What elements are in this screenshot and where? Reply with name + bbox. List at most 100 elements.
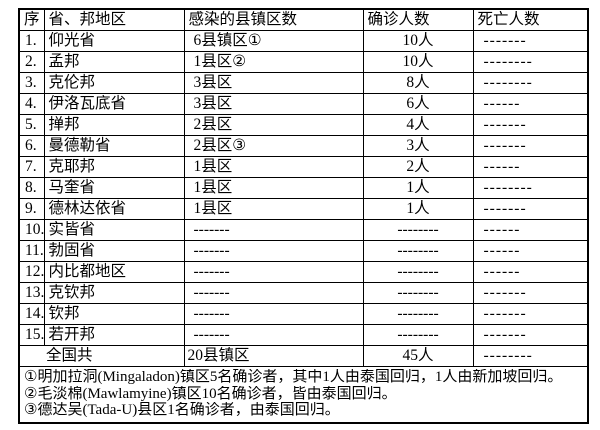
region-cell: 马奎省	[43, 177, 185, 199]
table-row: 4. 伊洛瓦底省 3县区 6人 ------	[18, 93, 589, 115]
header-confirmed: 确诊人数	[362, 8, 474, 31]
region-cell: 克钦邦	[43, 282, 185, 304]
serial-cell: 5.	[18, 114, 45, 136]
table-row: 13. 克钦邦 ------- -------- -------	[18, 282, 589, 304]
townships-cell: -------	[183, 282, 364, 304]
serial-cell: 15.	[18, 324, 45, 346]
footnote-2: ②毛淡棉(Mawlamyine)镇区10名确诊者，皆由泰国回归。	[24, 385, 397, 402]
serial-cell: 4.	[18, 93, 45, 115]
footnote-1: ①明加拉洞(Mingaladon)镇区5名确诊者，其中1人由泰国回归，1人由新加…	[24, 369, 563, 385]
deaths-cell: --------	[472, 51, 589, 73]
deaths-cell: --------	[472, 177, 589, 199]
table-row: 8. 马奎省 1县区 1人 --------	[18, 177, 589, 199]
header-deaths: 死亡人数	[472, 8, 589, 31]
deaths-cell: -------	[472, 303, 589, 325]
footnotes-row: ①明加拉洞(Mingaladon)镇区5名确诊者，其中1人由泰国回归，1人由新加…	[18, 366, 589, 423]
deaths-cell: ------	[472, 156, 589, 178]
region-cell: 克耶邦	[43, 156, 185, 178]
confirmed-cell: 6人	[362, 93, 474, 115]
townships-cell: -------	[183, 303, 364, 325]
deaths-cell: -------	[472, 135, 589, 157]
header-townships: 感染的县镇区数	[183, 8, 364, 31]
serial-cell: 7.	[18, 156, 45, 178]
townships-cell: 3县区	[183, 72, 364, 94]
header-serial: 序	[18, 8, 45, 31]
case-report-table: 序 省、邦地区 感染的县镇区数 确诊人数 死亡人数 1. 仰光省 6县镇区① 10人 -…	[18, 8, 589, 424]
townships-cell: 2县区	[183, 114, 364, 136]
townships-cell: 6县镇区①	[183, 30, 364, 52]
table-row: 6. 曼德勒省 2县区③ 3人 -------	[18, 135, 589, 157]
region-cell: 若开邦	[43, 324, 185, 346]
table-row: 10. 实皆省 ------- -------- ------	[18, 219, 589, 241]
confirmed-cell: --------	[362, 303, 474, 325]
townships-cell: -------	[183, 324, 364, 346]
total-label-cell: 全国共	[18, 345, 185, 367]
region-cell: 曼德勒省	[43, 135, 185, 157]
region-cell: 内比都地区	[43, 261, 185, 283]
serial-cell: 1.	[18, 30, 45, 52]
total-row: 全国共 20县镇区 45人 --------	[18, 345, 589, 367]
deaths-cell: ------	[472, 93, 589, 115]
region-cell: 钦邦	[43, 303, 185, 325]
confirmed-cell: --------	[362, 219, 474, 241]
deaths-cell: ------	[472, 261, 589, 283]
confirmed-cell: --------	[362, 324, 474, 346]
deaths-cell: --------	[472, 72, 589, 94]
confirmed-cell: 4人	[362, 114, 474, 136]
deaths-cell: -------	[472, 282, 589, 304]
region-cell: 克伦邦	[43, 72, 185, 94]
townships-cell: 1县区②	[183, 51, 364, 73]
table-row: 14. 钦邦 ------- -------- -------	[18, 303, 589, 325]
confirmed-cell: 3人	[362, 135, 474, 157]
table-row: 12. 内比都地区 ------- -------- ------	[18, 261, 589, 283]
footnote-3: ③德达吴(Tada-U)县区1名确诊者，由泰国回归。	[24, 402, 340, 418]
confirmed-cell: 8人	[362, 72, 474, 94]
confirmed-cell: 2人	[362, 156, 474, 178]
serial-cell: 10.	[18, 219, 45, 241]
townships-cell: -------	[183, 240, 364, 262]
total-confirmed-cell: 45人	[362, 345, 474, 367]
confirmed-cell: 1人	[362, 177, 474, 199]
confirmed-cell: 10人	[362, 30, 474, 52]
deaths-cell: ------	[472, 240, 589, 262]
townships-cell: 1县区	[183, 198, 364, 220]
region-cell: 掸邦	[43, 114, 185, 136]
serial-cell: 9.	[18, 198, 45, 220]
region-cell: 勃固省	[43, 240, 185, 262]
townships-cell: 3县区	[183, 93, 364, 115]
serial-cell: 12.	[18, 261, 45, 283]
serial-cell: 2.	[18, 51, 45, 73]
serial-cell: 13.	[18, 282, 45, 304]
region-cell: 孟邦	[43, 51, 185, 73]
table-row: 9. 德林达依省 1县区 1人 -------	[18, 198, 589, 220]
serial-cell: 6.	[18, 135, 45, 157]
serial-cell: 3.	[18, 72, 45, 94]
confirmed-cell: --------	[362, 282, 474, 304]
total-townships-cell: 20县镇区	[183, 345, 364, 367]
deaths-cell: -------	[472, 114, 589, 136]
serial-cell: 14.	[18, 303, 45, 325]
region-cell: 伊洛瓦底省	[43, 93, 185, 115]
townships-cell: 2县区③	[183, 135, 364, 157]
deaths-cell: -------	[472, 324, 589, 346]
townships-cell: -------	[183, 219, 364, 241]
serial-cell: 8.	[18, 177, 45, 199]
table-header-row: 序 省、邦地区 感染的县镇区数 确诊人数 死亡人数	[18, 8, 589, 31]
table-footer: 全国共 20县镇区 45人 -------- ①明加拉洞(Mingaladon)…	[18, 345, 589, 423]
region-cell: 仰光省	[43, 30, 185, 52]
confirmed-cell: 1人	[362, 198, 474, 220]
region-cell: 德林达依省	[43, 198, 185, 220]
table-row: 7. 克耶邦 1县区 2人 ------	[18, 156, 589, 178]
confirmed-cell: 10人	[362, 51, 474, 73]
footnotes-cell: ①明加拉洞(Mingaladon)镇区5名确诊者，其中1人由泰国回归，1人由新加…	[18, 366, 589, 423]
confirmed-cell: --------	[362, 240, 474, 262]
townships-cell: 1县区	[183, 177, 364, 199]
townships-cell: 1县区	[183, 156, 364, 178]
deaths-cell: -------	[472, 198, 589, 220]
header-region: 省、邦地区	[43, 8, 185, 31]
confirmed-cell: --------	[362, 261, 474, 283]
region-cell: 实皆省	[43, 219, 185, 241]
table-row: 3. 克伦邦 3县区 8人 --------	[18, 72, 589, 94]
table-row: 1. 仰光省 6县镇区① 10人 -------	[18, 30, 589, 52]
table-row: 11. 勃固省 ------- -------- ------	[18, 240, 589, 262]
